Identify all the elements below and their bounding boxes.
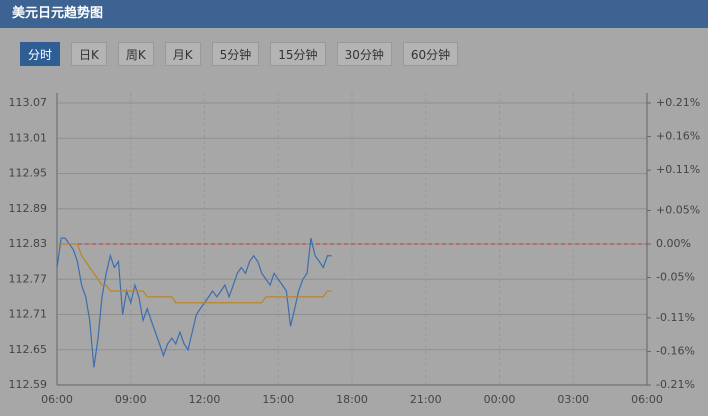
x-tick-label: 06:00 — [41, 393, 73, 406]
y-tick-label: 112.89 — [9, 202, 48, 215]
y2-tick-label: -0.05% — [656, 271, 695, 284]
y2-tick-label: +0.11% — [656, 163, 700, 176]
x-tick-label: 03:00 — [557, 393, 589, 406]
tab-button[interactable]: 月K — [164, 42, 201, 66]
x-tick-label: 00:00 — [484, 393, 516, 406]
header-title: 美元日元趋势图 — [0, 0, 708, 28]
tab-button[interactable]: 15分钟 — [270, 42, 326, 66]
series-line — [56, 237, 332, 368]
tab-button[interactable]: 日K — [71, 42, 107, 66]
y2-tick-label: 0.00% — [656, 237, 691, 250]
tab-bar: 分时 日K 周K 月K 5分钟 15分钟 30分钟 60分钟 — [20, 42, 459, 66]
y2-tick-label: +0.05% — [656, 203, 700, 216]
tab-button[interactable]: 60分钟 — [402, 42, 459, 66]
y2-tick-label: -0.21% — [656, 378, 695, 391]
y-tick-label: 112.65 — [9, 343, 48, 356]
tab-button[interactable]: 5分钟 — [211, 42, 260, 66]
y-tick-label: 112.77 — [9, 272, 48, 285]
x-tick-label: 09:00 — [115, 393, 147, 406]
x-tick-label: 21:00 — [410, 393, 442, 406]
y2-tick-label: +0.16% — [656, 130, 700, 143]
y-tick-label: 112.95 — [9, 167, 48, 180]
y-tick-label: 113.01 — [9, 131, 48, 144]
x-tick-label: 06:00 — [631, 393, 663, 406]
tab-button[interactable]: 分时 — [20, 42, 61, 66]
y-tick-label: 112.71 — [9, 308, 48, 321]
y-tick-label: 113.07 — [9, 96, 48, 109]
y-tick-label: 112.59 — [9, 378, 48, 391]
y2-tick-label: -0.11% — [656, 311, 695, 324]
series-line — [57, 243, 332, 304]
tab-button[interactable]: 30分钟 — [336, 42, 392, 66]
x-tick-label: 12:00 — [189, 393, 221, 406]
y2-tick-label: +0.21% — [656, 96, 700, 109]
y2-tick-label: -0.16% — [656, 344, 695, 357]
tab-button[interactable]: 周K — [117, 42, 154, 66]
y-tick-label: 112.83 — [9, 237, 48, 250]
x-tick-label: 15:00 — [262, 393, 294, 406]
x-tick-label: 18:00 — [336, 393, 368, 406]
